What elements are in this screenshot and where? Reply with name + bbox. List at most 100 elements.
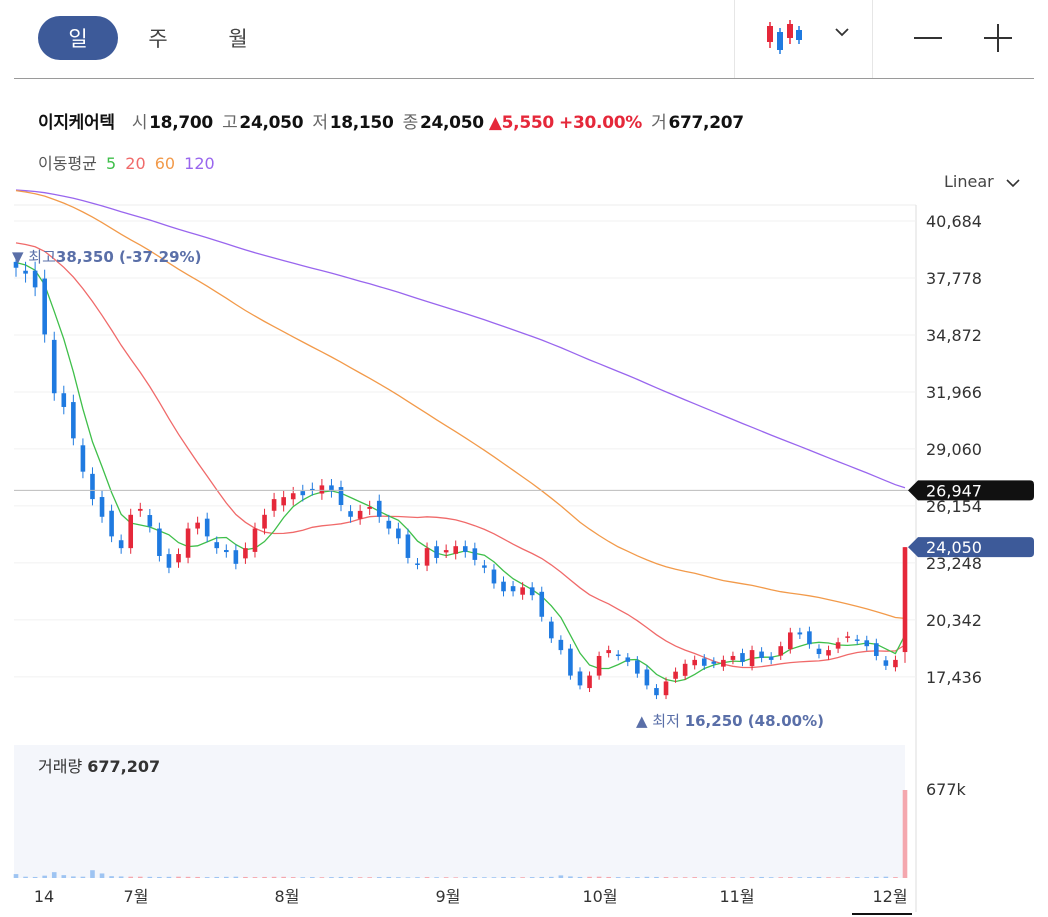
volume-bar <box>462 877 468 878</box>
y-tick-label: 20,342 <box>926 611 982 630</box>
volume-bar <box>807 877 812 878</box>
volume-bar <box>711 877 717 878</box>
candle-body <box>797 632 803 635</box>
candle-body <box>472 548 478 560</box>
candle-body <box>376 500 382 517</box>
candle-body <box>147 515 153 527</box>
volume-bar <box>510 877 516 878</box>
volume-bar <box>224 876 229 878</box>
volume-bar <box>721 877 726 878</box>
volume-bar <box>99 873 105 878</box>
volume-bar <box>520 877 525 878</box>
volume-bar <box>195 876 200 878</box>
volume-bar <box>13 874 19 878</box>
candle-body <box>262 514 267 529</box>
candle-body <box>157 528 162 556</box>
candle-body <box>740 653 745 662</box>
candle-body <box>310 488 315 491</box>
candle-body <box>396 528 401 539</box>
stock-info-line: 이지케어텍 시 18,700 고 24,050 저 18,150 종 24,050 ▲5… <box>38 108 744 133</box>
volume-bar <box>137 876 143 878</box>
divider <box>872 0 873 78</box>
tab-weekly[interactable]: 주 <box>148 27 168 51</box>
volume-bar <box>71 876 76 878</box>
volume-bar <box>329 877 334 878</box>
chevron-down-icon[interactable] <box>834 26 850 38</box>
candle-body <box>42 278 47 335</box>
candle-body <box>90 473 95 500</box>
zoom-out-icon[interactable] <box>910 20 946 56</box>
ma-120-label[interactable]: 120 <box>184 154 215 173</box>
candle-body <box>61 393 67 407</box>
x-tick-label: 10월 <box>582 887 617 906</box>
x-tick-label: 9월 <box>436 887 461 906</box>
candle-body <box>233 550 239 564</box>
candle-body <box>348 511 353 517</box>
candle-body <box>23 270 28 274</box>
volume-bar <box>214 876 220 878</box>
candle-body <box>462 546 468 553</box>
volume-bar <box>549 876 554 878</box>
candle-body <box>759 651 764 658</box>
candle-body <box>252 528 258 552</box>
candle-body <box>271 499 277 511</box>
candle-body <box>176 554 181 563</box>
candle-body <box>778 646 784 656</box>
candle-body <box>816 648 822 655</box>
x-tick-label: 14 <box>34 887 54 906</box>
ma-20-label[interactable]: 20 <box>125 154 146 173</box>
volume-bar <box>797 877 803 878</box>
volume-bar <box>443 877 449 878</box>
high-annotation: ▼ 최고38,350 (-37.29%) <box>12 248 201 266</box>
volume-bar <box>692 877 697 878</box>
candle-body <box>902 547 908 653</box>
volume-tick-label: 677k <box>926 780 967 799</box>
tab-daily[interactable]: 일 <box>38 16 118 60</box>
zoom-in-icon[interactable] <box>980 20 1016 56</box>
volume-bar <box>80 876 86 878</box>
volume-bar <box>42 875 47 878</box>
volume-label: 거 <box>651 113 667 133</box>
candle-body <box>166 554 172 568</box>
volume-bar <box>271 876 277 878</box>
volume-bar <box>166 876 172 878</box>
volume-bar <box>730 877 736 878</box>
volume-bar <box>32 876 38 878</box>
candle-body <box>730 655 736 660</box>
candle-body <box>874 643 879 656</box>
ma-5-label[interactable]: 5 <box>105 154 117 173</box>
volume-bar <box>893 877 898 878</box>
candle-body <box>510 586 516 592</box>
candle-body <box>596 655 602 676</box>
candle-body <box>845 636 850 638</box>
scale-label: Linear <box>944 172 994 191</box>
candle-body <box>721 659 726 667</box>
candle-body <box>692 659 697 666</box>
ma-60-label[interactable]: 60 <box>154 154 176 173</box>
candle-body <box>711 661 717 664</box>
volume-bar <box>118 876 124 878</box>
candle-body <box>682 663 688 676</box>
candle-body <box>787 632 793 650</box>
volume-bar <box>128 876 134 878</box>
candle-body <box>204 518 210 537</box>
volume-bar <box>854 877 860 878</box>
volume-bar <box>367 877 372 878</box>
candle-body <box>405 534 411 558</box>
volume-bar <box>845 877 850 878</box>
scale-selector[interactable]: Linear <box>944 172 1021 191</box>
volume-bar <box>281 876 286 878</box>
volume-bar <box>749 877 755 878</box>
candle-body <box>109 510 114 537</box>
candlestick-chart-type-icon[interactable] <box>764 18 804 56</box>
y-tick-label: 37,778 <box>926 269 982 288</box>
volume-bar <box>673 877 678 878</box>
x-tick-label: 12월 <box>872 887 907 906</box>
candle-body <box>367 506 372 509</box>
candle-body <box>386 520 392 529</box>
candle-body <box>13 261 19 268</box>
volume-bar <box>319 877 325 878</box>
tab-monthly[interactable]: 월 <box>228 27 248 51</box>
candle-body <box>453 546 459 554</box>
